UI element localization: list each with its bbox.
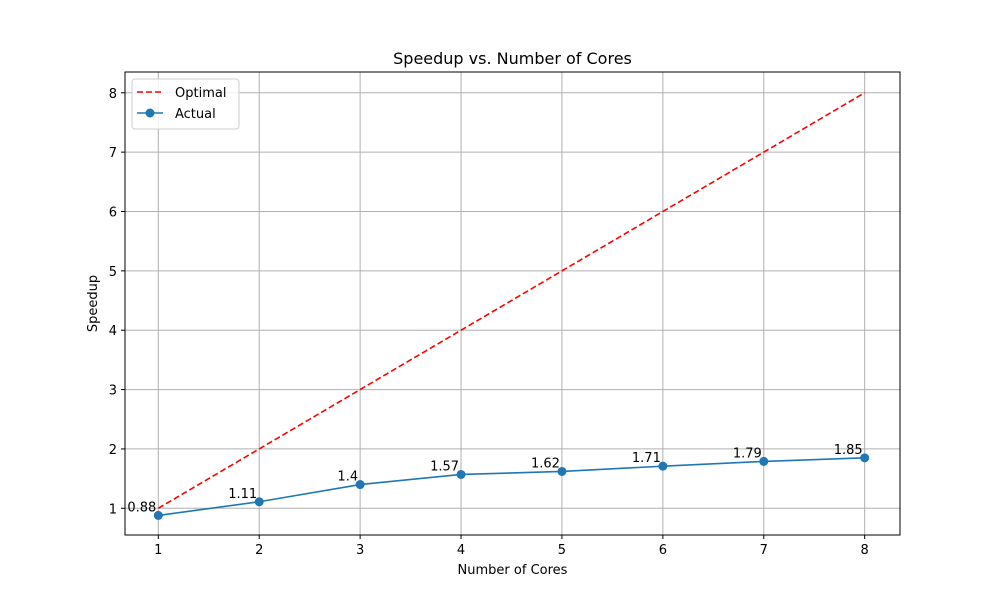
y-tick-label: 1 [109,502,117,517]
y-tick-label: 2 [109,443,117,458]
data-point-actual [456,469,466,479]
y-tick-label: 4 [109,324,117,339]
x-tick-label: 5 [558,543,566,558]
data-label: 1.4 [337,470,358,485]
x-tick-label: 2 [255,543,263,558]
data-point-actual [254,497,264,507]
x-axis-label: Number of Cores [458,563,568,578]
data-label: 0.88 [127,500,156,515]
legend-label-actual: Actual [175,107,216,122]
y-tick-label: 8 [109,87,117,102]
data-label: 1.62 [531,456,560,471]
chart-title: Speedup vs. Number of Cores [393,49,632,68]
data-point-actual [658,461,668,471]
plot-frame [124,71,901,536]
data-label: 1.57 [430,459,459,474]
axis-ticks: 1 2 3 4 5 6 7 8 1 2 3 4 5 6 7 8 [109,87,869,558]
grid [125,72,900,535]
x-tick-label: 4 [457,543,465,558]
x-tick-label: 6 [659,543,667,558]
data-point-actual [355,480,365,490]
data-labels: 0.88 1.11 1.4 1.57 1.62 1.71 1.79 1.85 [127,443,862,516]
data-label: 1.11 [228,487,257,502]
x-tick-label: 7 [760,543,768,558]
y-tick-label: 6 [109,205,117,220]
x-tick-label: 8 [861,543,869,558]
plot-series [153,92,870,520]
data-point-actual [557,466,567,476]
data-label: 1.85 [834,443,863,458]
legend-marker-actual [145,108,155,118]
y-tick-label: 7 [109,146,117,161]
series-line-optimal [157,92,866,509]
data-label: 1.79 [733,446,762,461]
x-tick-label: 3 [356,543,364,558]
data-point-actual [759,456,769,466]
data-point-actual [153,510,163,520]
y-tick-label: 5 [109,265,117,280]
y-axis-label: Speedup [86,275,101,332]
x-tick-label: 1 [154,543,162,558]
legend-label-optimal: Optimal [175,86,226,101]
legend: Optimal Actual [131,78,240,130]
series-line-actual [158,457,865,517]
data-label: 1.71 [632,451,661,466]
y-tick-label: 3 [109,384,117,399]
data-point-actual [860,453,870,463]
